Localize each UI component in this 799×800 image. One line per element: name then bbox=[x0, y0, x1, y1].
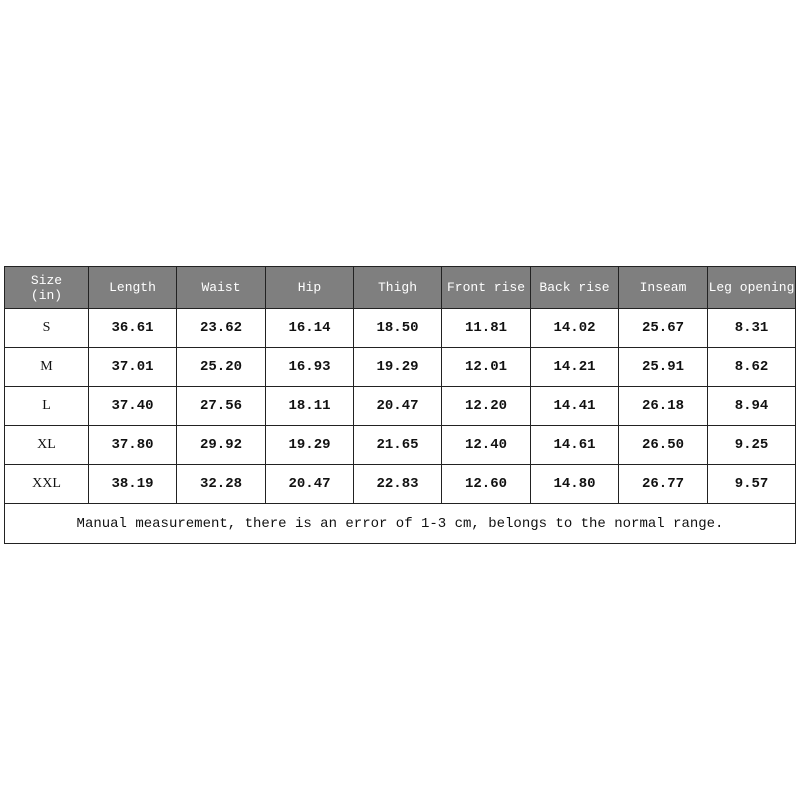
measurement-cell: 32.28 bbox=[176, 464, 266, 504]
measurement-cell: 9.25 bbox=[707, 425, 796, 465]
column-header: Leg opening bbox=[707, 266, 796, 309]
measurement-cell: 14.21 bbox=[530, 347, 619, 387]
measurement-cell: 9.57 bbox=[707, 464, 796, 504]
measurement-cell: 14.02 bbox=[530, 308, 619, 348]
measurement-cell: 26.50 bbox=[618, 425, 708, 465]
column-header: Back rise bbox=[530, 266, 619, 309]
column-header: Size (in) bbox=[4, 266, 89, 309]
measurement-cell: 12.40 bbox=[441, 425, 531, 465]
measurement-cell: 8.94 bbox=[707, 386, 796, 426]
table-row: XXL 38.19 32.28 20.47 22.83 12.60 14.80 26.77 9.… bbox=[4, 464, 796, 504]
column-header: Length bbox=[88, 266, 177, 309]
column-header: Hip bbox=[265, 266, 354, 309]
measurement-cell: 38.19 bbox=[88, 464, 177, 504]
measurement-cell: 26.77 bbox=[618, 464, 708, 504]
size-chart-table: Size (in) Length Waist Hip Thigh Front rise Bac… bbox=[4, 266, 796, 544]
measurement-cell: 21.65 bbox=[353, 425, 442, 465]
measurement-cell: 37.01 bbox=[88, 347, 177, 387]
measurement-cell: 16.93 bbox=[265, 347, 354, 387]
measurement-cell: 12.60 bbox=[441, 464, 531, 504]
measurement-cell: 14.61 bbox=[530, 425, 619, 465]
measurement-cell: 25.67 bbox=[618, 308, 708, 348]
table-row: XL 37.80 29.92 19.29 21.65 12.40 14.61 26.50 9.2… bbox=[4, 425, 796, 465]
measurement-cell: 18.11 bbox=[265, 386, 354, 426]
measurement-cell: 25.20 bbox=[176, 347, 266, 387]
measurement-cell: 23.62 bbox=[176, 308, 266, 348]
measurement-cell: 20.47 bbox=[265, 464, 354, 504]
measurement-cell: 29.92 bbox=[176, 425, 266, 465]
column-header: Thigh bbox=[353, 266, 442, 309]
size-label: M bbox=[4, 347, 89, 387]
measurement-cell: 37.40 bbox=[88, 386, 177, 426]
measurement-cell: 14.41 bbox=[530, 386, 619, 426]
measurement-cell: 8.62 bbox=[707, 347, 796, 387]
measurement-cell: 8.31 bbox=[707, 308, 796, 348]
measurement-cell: 25.91 bbox=[618, 347, 708, 387]
measurement-cell: 20.47 bbox=[353, 386, 442, 426]
measurement-cell: 37.80 bbox=[88, 425, 177, 465]
table-row: L 37.40 27.56 18.11 20.47 12.20 14.41 26.18 8.94 bbox=[4, 386, 796, 426]
measurement-cell: 11.81 bbox=[441, 308, 531, 348]
measurement-cell: 19.29 bbox=[265, 425, 354, 465]
measurement-cell: 19.29 bbox=[353, 347, 442, 387]
measurement-cell: 26.18 bbox=[618, 386, 708, 426]
measurement-cell: 22.83 bbox=[353, 464, 442, 504]
note-row: Manual measurement, there is an error of… bbox=[4, 503, 796, 544]
measurement-cell: 36.61 bbox=[88, 308, 177, 348]
header-row: Size (in) Length Waist Hip Thigh Front rise Bac… bbox=[4, 266, 796, 309]
measurement-cell: 27.56 bbox=[176, 386, 266, 426]
measurement-cell: 12.20 bbox=[441, 386, 531, 426]
column-header: Front rise bbox=[441, 266, 531, 309]
measurement-cell: 14.80 bbox=[530, 464, 619, 504]
measurement-cell: 12.01 bbox=[441, 347, 531, 387]
column-header: Inseam bbox=[618, 266, 708, 309]
measurement-note: Manual measurement, there is an error of… bbox=[4, 503, 796, 544]
measurement-cell: 16.14 bbox=[265, 308, 354, 348]
measurement-cell: 18.50 bbox=[353, 308, 442, 348]
size-label: XXL bbox=[4, 464, 89, 504]
table-row: S 36.61 23.62 16.14 18.50 11.81 14.02 25.67 8.31 bbox=[4, 308, 796, 348]
table-row: M 37.01 25.20 16.93 19.29 12.01 14.21 25.91 8.62 bbox=[4, 347, 796, 387]
size-label: L bbox=[4, 386, 89, 426]
size-label: XL bbox=[4, 425, 89, 465]
size-label: S bbox=[4, 308, 89, 348]
column-header: Waist bbox=[176, 266, 266, 309]
